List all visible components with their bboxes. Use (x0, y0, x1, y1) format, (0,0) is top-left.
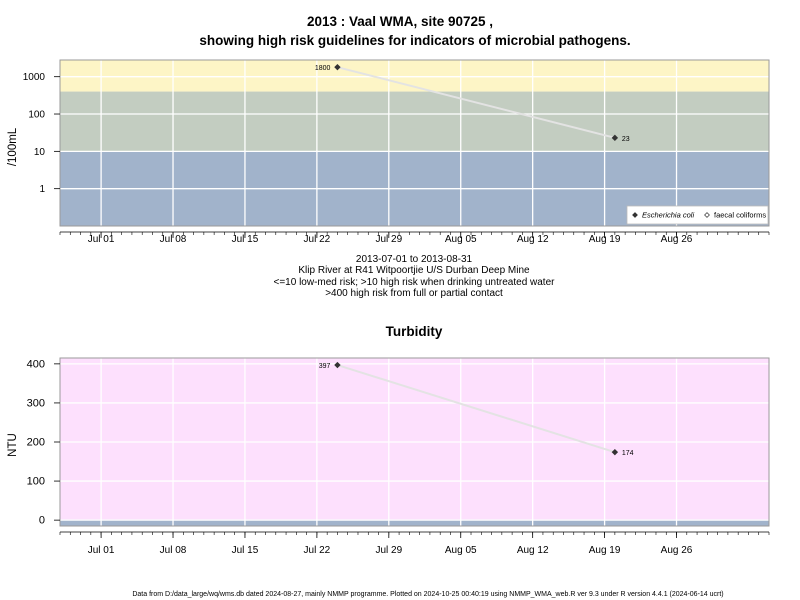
legend-entry: faecal coliforms (714, 211, 766, 220)
y-tick-label: 10 (34, 147, 46, 158)
x-tick-label: Aug 12 (517, 234, 549, 245)
x-tick-label: Jul 29 (375, 234, 402, 245)
risk-guideline-line1: <=10 low-med risk; >10 high risk when dr… (274, 277, 556, 288)
chart-panel-1: Jul 01 Jul 08 Jul 15 Jul 22 Jul 29 Aug 05 Aug … (7, 59, 770, 245)
data-point (611, 448, 619, 456)
panel-title: Turbidity (386, 324, 443, 339)
x-tick-label: Aug 19 (589, 234, 621, 245)
y-tick-label: 1000 (23, 72, 46, 83)
legend-entry: Escherichia coli (642, 211, 694, 220)
y-axis-label: /100mL (7, 127, 19, 166)
chart-title-line2: showing high risk guidelines for indicat… (199, 33, 630, 48)
y-tick-label: 100 (27, 476, 45, 488)
chart-panel-2: Turbidity Jul 01 Jul 08 Jul 15 Jul 22 Jul 29 A… (7, 324, 770, 556)
data-point (611, 134, 619, 142)
series-line (337, 364, 616, 454)
x-tick-label: Aug 26 (661, 234, 693, 245)
risk-band-2 (60, 358, 769, 520)
x-tick-label: Jul 15 (232, 545, 259, 556)
y-tick-label: 100 (28, 110, 45, 121)
y-tick-label: 200 (27, 437, 45, 449)
data-point (334, 63, 341, 71)
risk-band-1 (60, 519, 769, 526)
series-line (337, 66, 616, 139)
x-tick-label: Jul 29 (375, 545, 402, 556)
legend-marker (632, 212, 638, 218)
data-label: 174 (622, 450, 634, 457)
plot-frame (59, 59, 770, 227)
x-tick-label: Jul 08 (160, 234, 187, 245)
data-point (334, 361, 341, 369)
risk-band-2 (60, 91, 769, 152)
chart-title-line1: 2013 : Vaal WMA, site 90725 , (307, 14, 493, 29)
y-axis-label: NTU (7, 433, 19, 457)
x-tick-label: Aug 26 (661, 545, 693, 556)
x-tick-label: Jul 08 (160, 545, 187, 556)
x-tick-label: Jul 22 (304, 234, 331, 245)
x-tick-label: Jul 15 (232, 234, 259, 245)
data-label: 397 (319, 363, 331, 370)
y-tick-label: 300 (27, 397, 45, 409)
date-range-label: 2013-07-01 to 2013-08-31 (356, 254, 473, 265)
x-tick-label: Jul 01 (88, 234, 115, 245)
x-tick-label: Aug 12 (517, 545, 549, 556)
data-label: 23 (622, 136, 630, 143)
footer-note: Data from D:/data_large/wq/wms.db dated … (132, 591, 723, 598)
legend-box (626, 205, 769, 225)
risk-guideline-line2: >400 high risk from full or partial cont… (325, 288, 503, 299)
y-tick-label: 0 (39, 515, 45, 527)
y-tick-label: 1 (39, 184, 45, 195)
data-label: 1800 (315, 65, 331, 72)
x-tick-label: Jul 01 (88, 545, 115, 556)
x-tick-label: Aug 19 (589, 545, 621, 556)
x-tick-label: Jul 22 (304, 545, 331, 556)
x-tick-label: Aug 05 (445, 545, 477, 556)
x-tick-label: Aug 05 (445, 234, 477, 245)
site-description: Klip River at R41 Witpoortjie U/S Durban… (298, 265, 530, 276)
y-tick-label: 400 (27, 358, 45, 370)
legend-marker (704, 212, 710, 218)
